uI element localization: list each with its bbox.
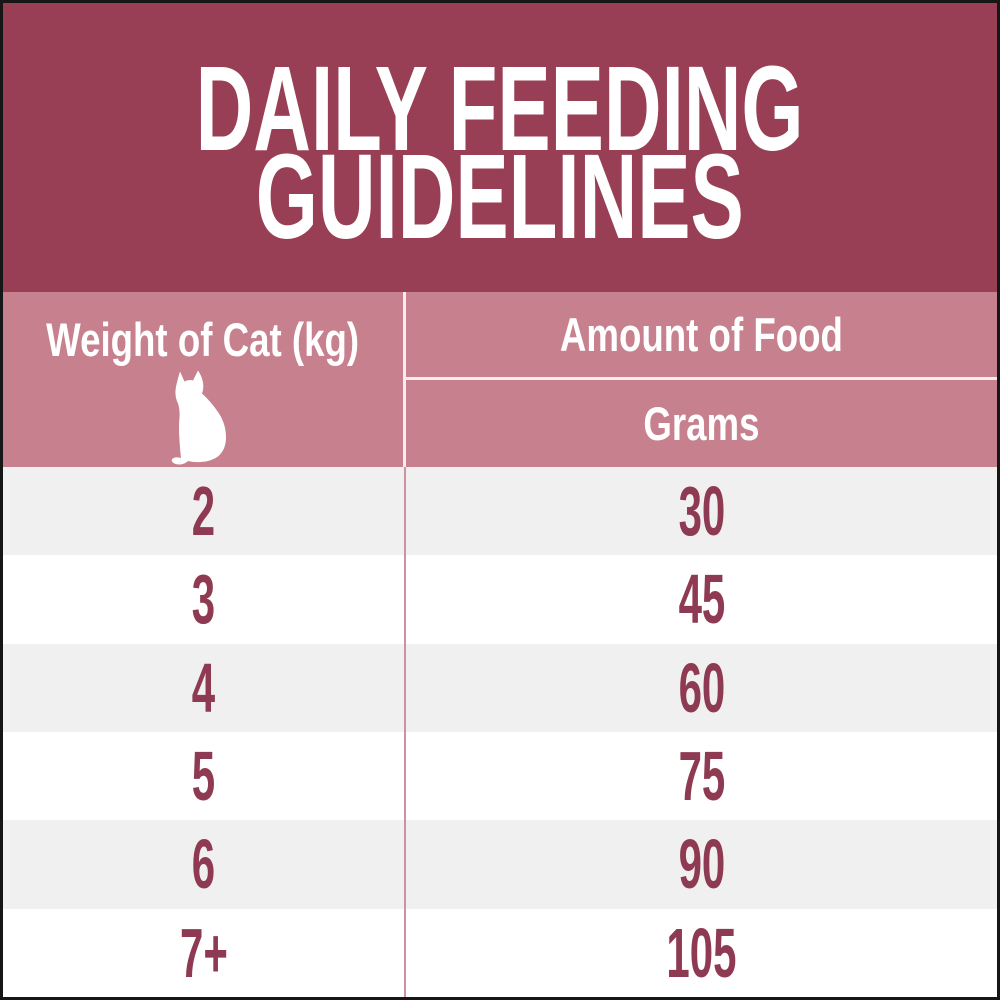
table-row: 5 75 [3,731,997,821]
grams-cell: 45 [404,555,997,644]
cat-silhouette-icon [171,370,226,465]
table-header-band: Weight of Cat (kg) Amount of Food Grams [3,292,997,467]
title-line-2: GUIDELINES [255,127,745,264]
grams-cell: 30 [404,467,997,556]
grams-cell: 105 [404,908,997,997]
title-line-1: DAILY FEEDING [196,39,804,176]
amount-column-label: Amount of Food [559,308,843,361]
weight-column-header: Weight of Cat (kg) [3,292,403,467]
table-row: 7+ 105 [3,908,997,997]
table-row: 4 60 [3,643,997,732]
title-band: DAILY FEEDING GUIDELINES [3,3,997,292]
table-row: 2 30 [3,467,997,556]
weight-column-label: Weight of Cat (kg) [46,313,360,366]
weight-value: 7+ [179,913,228,992]
weight-cell: 4 [3,644,404,732]
grams-value: 30 [678,472,725,551]
page-title: DAILY FEEDING GUIDELINES [39,39,960,264]
grams-value: 90 [678,825,725,904]
weight-value: 3 [191,560,216,639]
unit-label: Grams [643,397,760,450]
weight-cell: 7+ [3,909,404,997]
grams-cell: 90 [404,820,997,909]
grams-cell: 75 [404,731,997,821]
weight-cell: 2 [3,467,404,555]
weight-value: 4 [191,648,216,727]
unit-header-cell: Grams [406,380,997,467]
weight-cell: 5 [3,732,404,820]
grams-value: 45 [678,560,725,639]
table-row: 3 45 [3,555,997,644]
amount-header-cell: Amount of Food [406,292,997,380]
column-divider [403,292,406,467]
grams-value: 105 [666,913,737,992]
grams-value: 60 [678,648,725,727]
amount-column-header: Amount of Food Grams [406,292,997,467]
weight-value: 6 [191,825,216,904]
table-body: 2 30 3 45 4 60 5 [3,467,997,997]
weight-cell: 6 [3,820,404,908]
grams-cell: 60 [404,643,997,732]
table-row: 6 90 [3,820,997,909]
weight-value: 5 [191,737,216,816]
grams-value: 75 [678,737,725,816]
weight-cell: 3 [3,555,404,643]
weight-value: 2 [191,472,216,551]
